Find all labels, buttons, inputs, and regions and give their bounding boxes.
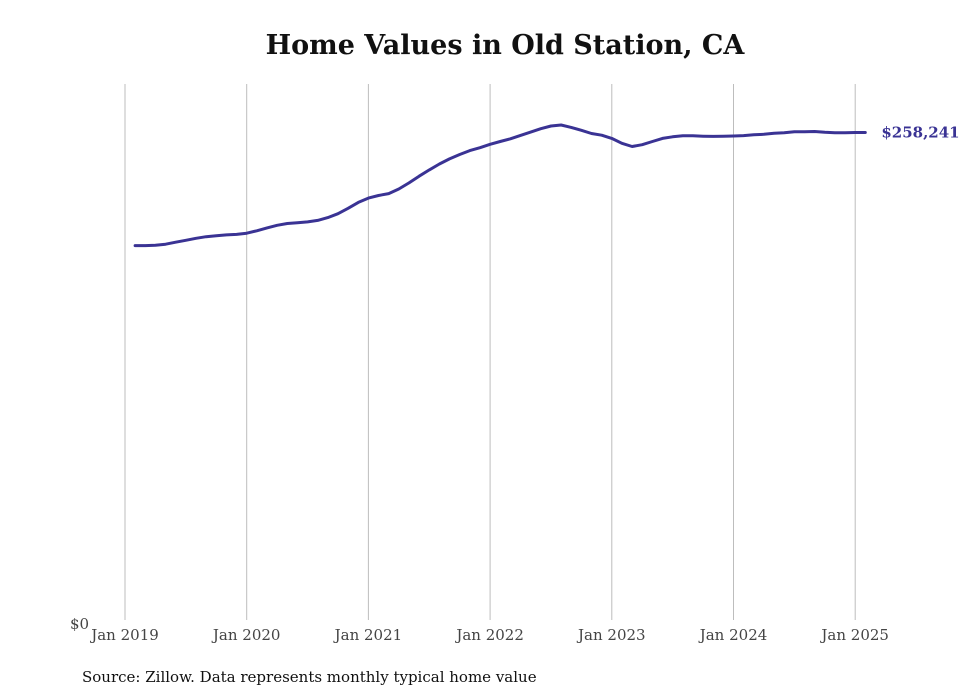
series-layer: $258,241 [133,123,960,248]
axis-labels: Jan 2019 Jan 2020 Jan 2021 Jan 2022 Jan 2023… [70,615,889,644]
chart-title: Home Values in Old Station, CA [265,30,745,61]
series-line [133,123,867,248]
x-tick-label: Jan 2025 [819,626,889,644]
end-value-label: $258,241 [881,123,959,141]
source-note: Source: Zillow. Data represents monthly … [82,668,537,686]
x-tick-label: Jan 2023 [576,626,646,644]
x-tick-label: Jan 2020 [211,626,281,644]
grid-lines [124,84,856,620]
x-tick-label: Jan 2022 [454,626,524,644]
x-tick-label: Jan 2019 [89,626,159,644]
y-tick-label: $0 [70,615,89,633]
x-tick-label: Jan 2024 [698,626,768,644]
x-tick-label: Jan 2021 [333,626,403,644]
